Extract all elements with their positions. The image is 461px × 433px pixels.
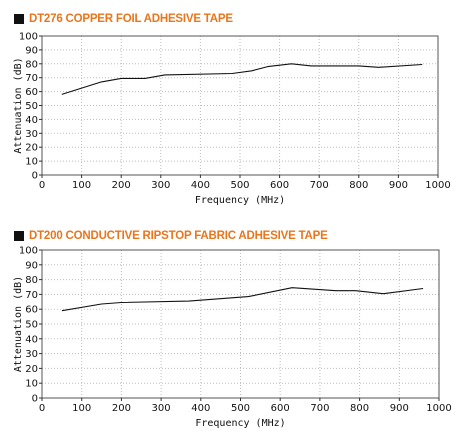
square-bullet-icon: [14, 14, 24, 24]
chart-title-row: DT276 COPPER FOIL ADHESIVE TAPE: [14, 12, 233, 26]
y-axis-label: Attenuation (dB): [13, 57, 24, 153]
y-axis-label: Attenuation (dB): [13, 276, 24, 372]
x-tick-label: 1000: [426, 403, 451, 414]
y-tick-label: 10: [25, 379, 38, 390]
x-tick-label: 500: [230, 180, 249, 191]
x-tick-label: 900: [390, 403, 409, 414]
y-tick-label: 40: [25, 334, 38, 345]
attenuation-chart-ripstop-fabric: 0 100 200 300 400 500 600 700 800 900 1000 0 10 20 30 4…: [13, 246, 452, 430]
x-tick-label: 1000: [425, 180, 450, 191]
x-tick-label: 700: [310, 180, 329, 191]
x-tick-label: 800: [350, 403, 369, 414]
y-tick-label: 60: [25, 305, 38, 316]
y-tick-label: 70: [25, 73, 38, 84]
y-tick-label: 20: [25, 364, 38, 375]
x-tick-label: 200: [112, 403, 131, 414]
x-tick-label: 600: [270, 180, 289, 191]
chart-panel-ripstop-fabric: DT200 CONDUCTIVE RIPSTOP FABRIC ADHESIVE…: [0, 216, 461, 430]
y-tick-label: 30: [25, 129, 38, 140]
x-axis-label: Frequency (MHz): [195, 418, 285, 429]
x-tick-label: 200: [112, 180, 131, 191]
y-tick-label: 90: [25, 45, 38, 56]
y-tick-label: 50: [25, 320, 38, 331]
x-tick-label: 400: [191, 180, 210, 191]
y-tick-label: 90: [25, 260, 38, 271]
x-tick-label: 100: [72, 403, 91, 414]
y-tick-label: 100: [19, 32, 38, 43]
square-bullet-icon: [14, 231, 24, 241]
chart-title: DT200 CONDUCTIVE RIPSTOP FABRIC ADHESIVE…: [29, 230, 328, 242]
y-tick-label: 20: [25, 143, 38, 154]
y-tick-label: 10: [25, 157, 38, 168]
y-tick-label: 0: [32, 171, 38, 182]
x-tick-label: 400: [191, 403, 210, 414]
y-tick-label: 60: [25, 87, 38, 98]
y-tick-label: 50: [25, 101, 38, 112]
y-tick-label: 70: [25, 290, 38, 301]
x-tick-label: 300: [151, 180, 170, 191]
y-tick-label: 40: [25, 115, 38, 126]
chart-title-row: DT200 CONDUCTIVE RIPSTOP FABRIC ADHESIVE…: [14, 229, 328, 243]
y-tick-label: 100: [19, 246, 38, 257]
series-line: [61, 63, 423, 95]
y-tick-label: 0: [32, 394, 38, 405]
x-tick-label: 700: [310, 403, 329, 414]
y-tick-label: 80: [25, 275, 38, 286]
x-tick-label: 600: [271, 403, 290, 414]
series-line: [61, 287, 424, 312]
x-tick-label: 500: [231, 403, 250, 414]
chart-panel-copper-foil: DT276 COPPER FOIL ADHESIVE TAPE 0 100 200 3…: [0, 0, 461, 214]
x-tick-label: 900: [389, 180, 408, 191]
x-tick-label: 0: [39, 180, 45, 191]
attenuation-chart-copper-foil: 0 100 200 300 400 500 600 700 800 900 1000 0 10 20 30 4…: [13, 32, 451, 207]
y-tick-label: 80: [25, 59, 38, 70]
x-tick-label: 300: [152, 403, 171, 414]
chart-title: DT276 COPPER FOIL ADHESIVE TAPE: [29, 13, 233, 25]
x-tick-label: 100: [72, 180, 91, 191]
x-axis-label: Frequency (MHz): [195, 195, 285, 206]
x-tick-label: 0: [39, 403, 45, 414]
y-tick-label: 30: [25, 349, 38, 360]
x-tick-label: 800: [349, 180, 368, 191]
